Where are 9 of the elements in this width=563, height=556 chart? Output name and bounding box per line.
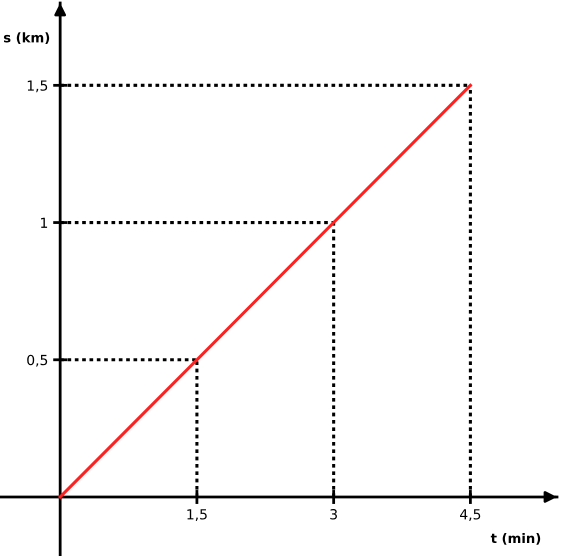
x-tick-label: 4,5 [460,509,480,521]
line-series [58,84,472,499]
y-tick-label: 1 [41,218,48,228]
x-tick-label: 1,5 [187,509,207,521]
y-tick-label: 0,5 [27,354,48,367]
x-tick-label: 3 [330,509,337,520]
y-tick-label: 1,5 [28,80,48,92]
y-axis-title: s (km) [4,32,50,44]
x-axis-title: t (min) [490,532,540,545]
